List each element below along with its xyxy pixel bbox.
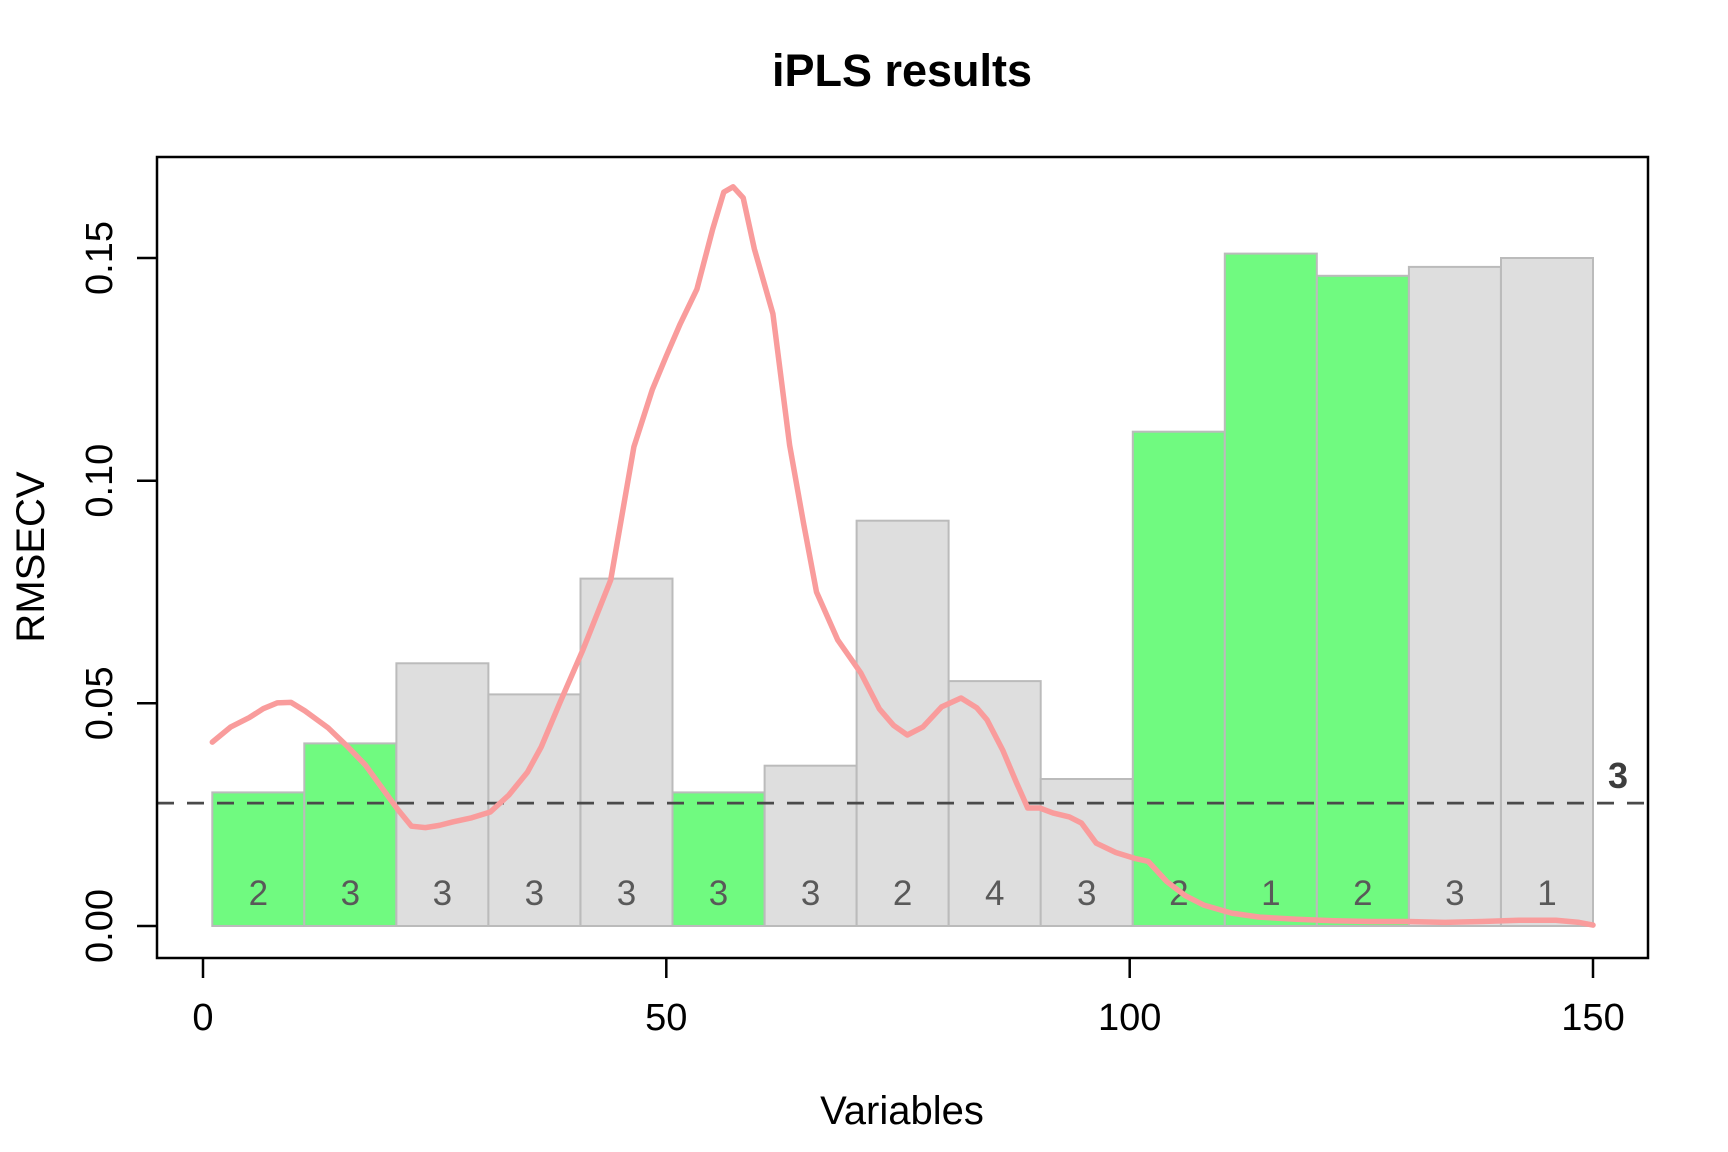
interval-bar-2 bbox=[303, 742, 398, 928]
interval-bar-14 bbox=[1407, 265, 1502, 927]
interval-ncomp-label-1: 2 bbox=[249, 874, 268, 913]
interval-ncomp-label-7: 3 bbox=[801, 874, 820, 913]
interval-ncomp-label-10: 3 bbox=[1077, 874, 1096, 913]
interval-ncomp-label-12: 1 bbox=[1261, 874, 1280, 913]
interval-ncomp-label-2: 3 bbox=[341, 874, 360, 913]
interval-bar-1 bbox=[211, 791, 306, 928]
chart-title: iPLS results bbox=[772, 45, 1032, 96]
interval-bar-11 bbox=[1131, 430, 1226, 927]
bars-layer bbox=[211, 252, 1594, 928]
interval-ncomp-label-13: 2 bbox=[1353, 874, 1372, 913]
interval-ncomp-label-6: 3 bbox=[709, 874, 728, 913]
interval-ncomp-label-3: 3 bbox=[433, 874, 452, 913]
line-layer bbox=[209, 184, 1596, 928]
y-axis-tick-label-3: 0.15 bbox=[79, 221, 121, 295]
y-axis-tick-label-2: 0.10 bbox=[79, 444, 121, 518]
y-axis-tick-label-0: 0.00 bbox=[79, 889, 121, 963]
axes-layer: 0 50 100 150 0.00 0.05 0.10 0.15 bbox=[79, 221, 1625, 1039]
interval-ncomp-label-4: 3 bbox=[525, 874, 544, 913]
interval-bar-3 bbox=[395, 662, 490, 927]
interval-bar-12 bbox=[1223, 252, 1318, 928]
interval-bar-8 bbox=[855, 519, 950, 927]
interval-bar-15 bbox=[1500, 257, 1594, 927]
interval-bar-7 bbox=[763, 764, 858, 928]
x-axis-title: Variables bbox=[820, 1089, 984, 1133]
plot-box bbox=[155, 155, 1650, 960]
interval-bar-4 bbox=[487, 693, 582, 928]
interval-ncomp-label-5: 3 bbox=[617, 874, 636, 913]
y-axis-tick-label-1: 0.05 bbox=[79, 666, 121, 740]
interval-ncomp-label-8: 2 bbox=[893, 874, 912, 913]
x-axis-tick-label-100: 100 bbox=[1098, 997, 1161, 1039]
interval-bar-13 bbox=[1315, 274, 1410, 927]
x-axis-tick-label-0: 0 bbox=[192, 997, 213, 1039]
rmsecv-curve bbox=[209, 184, 1596, 928]
threshold-label: 3 bbox=[1608, 755, 1628, 796]
x-axis-tick-label-50: 50 bbox=[645, 997, 687, 1039]
x-axis-tick-label-150: 150 bbox=[1561, 997, 1624, 1039]
interval-bar-5 bbox=[579, 577, 674, 927]
interval-bar-6 bbox=[671, 791, 766, 928]
y-axis-title: RMSECV bbox=[9, 471, 53, 642]
interval-ncomp-label-15: 1 bbox=[1537, 874, 1556, 913]
interval-ncomp-label-9: 4 bbox=[985, 874, 1004, 913]
interval-ncomp-label-14: 3 bbox=[1445, 874, 1464, 913]
